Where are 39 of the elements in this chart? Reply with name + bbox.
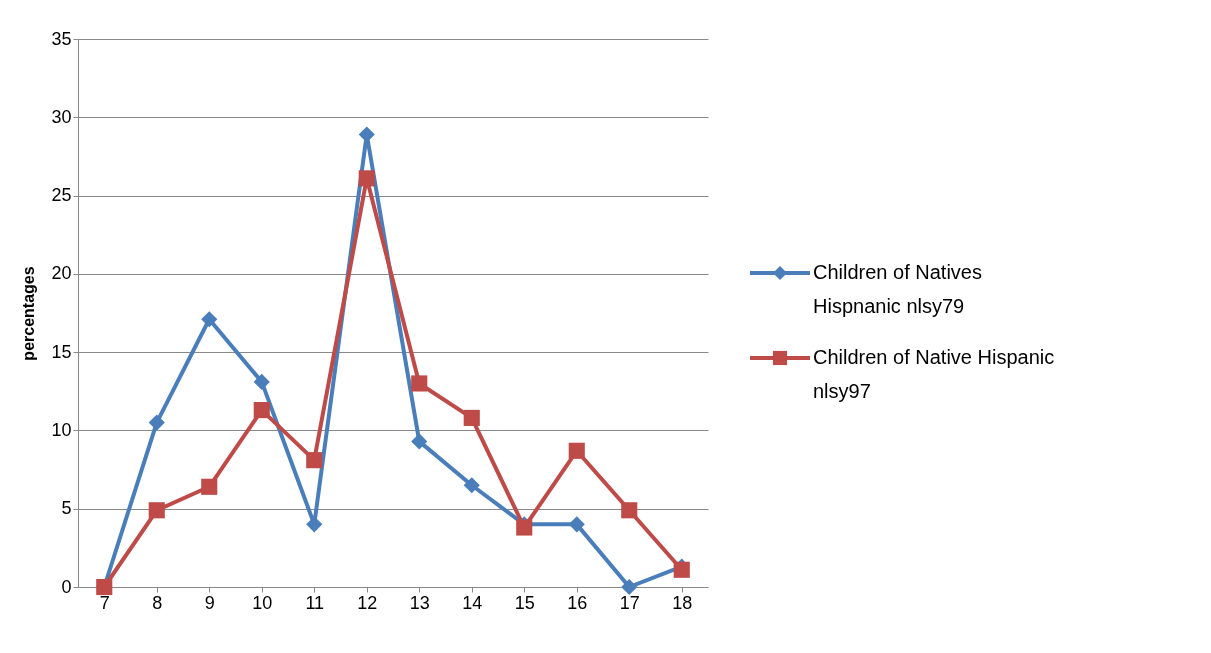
legend-label: Children of Native Hispanic nlsy97 [813, 346, 1055, 402]
point [621, 578, 638, 596]
x-tick-label: 18 [672, 592, 693, 613]
y-tick-label: 5 [61, 498, 72, 519]
point [463, 477, 480, 494]
point [148, 414, 165, 431]
y-tick-label: 20 [51, 263, 72, 284]
point [306, 452, 323, 469]
point [358, 170, 375, 187]
point [411, 375, 428, 392]
point [201, 311, 218, 328]
y-tick-label: 30 [51, 106, 72, 127]
point [621, 502, 638, 519]
point [201, 478, 218, 495]
x-tick-label: 9 [204, 592, 215, 613]
point [568, 516, 585, 533]
x-tick-label: 7 [99, 592, 110, 613]
point [411, 433, 428, 450]
y-tick-label: 10 [51, 419, 72, 440]
x-tick-label: 14 [462, 592, 483, 613]
y-tick-label: 35 [51, 28, 72, 49]
x-tick-label: 10 [252, 592, 273, 613]
x-tick-label: 8 [152, 592, 163, 613]
point [253, 373, 270, 390]
point [568, 442, 585, 459]
x-tick-label: 15 [514, 592, 535, 613]
point [253, 402, 270, 419]
y-tick-label: 15 [51, 341, 72, 362]
x-tick-label: 12 [357, 592, 378, 613]
y-tick-label: 0 [61, 576, 72, 597]
x-tick-label: 17 [619, 592, 640, 613]
point [148, 502, 165, 519]
x-tick-label: 16 [567, 592, 588, 613]
x-tick-label: 13 [409, 592, 430, 613]
legend-label: Children of Natives Hispnanic nlsy79 [813, 261, 982, 317]
point [463, 409, 480, 426]
y-axis-title: percentages [20, 266, 38, 361]
y-tick-label: 25 [51, 185, 72, 206]
x-tick-label: 11 [305, 592, 325, 613]
